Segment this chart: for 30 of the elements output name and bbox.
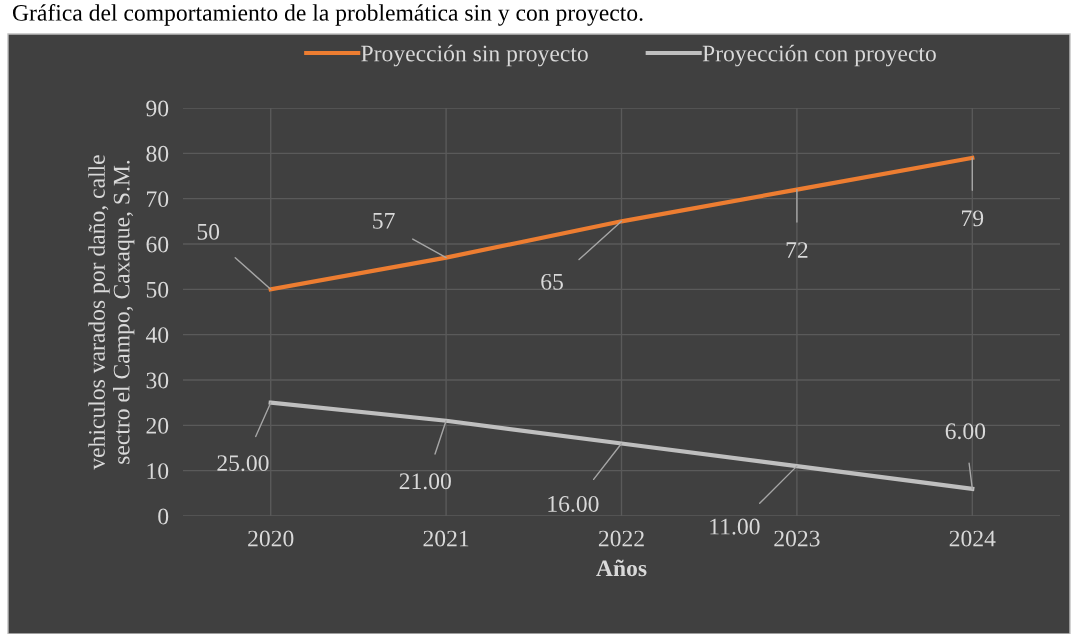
y-tick-label: 80 xyxy=(146,145,169,162)
data-label: 25.00 xyxy=(217,455,269,472)
data-label: 79 xyxy=(962,210,984,227)
y-tick-label: 70 xyxy=(147,191,169,208)
chart-title: Gráfica del comportamiento de la problemática sin y con proyecto. xyxy=(12,4,643,26)
legend-label: Proyección sin proyecto xyxy=(361,44,588,67)
y-tick-label: 90 xyxy=(146,100,169,117)
data-label: 16.00 xyxy=(548,495,599,512)
x-tick-label: 2023 xyxy=(774,530,820,547)
y-tick-label: 60 xyxy=(146,236,169,253)
data-label: 65 xyxy=(541,273,563,290)
y-tick-label: 0 xyxy=(158,508,169,525)
x-tick-label: 2022 xyxy=(598,530,644,547)
y-axis-title: vehiculos varados por daño, calle sectro el Campo, Caxaque, S.M. xyxy=(88,155,135,470)
x-tick-label: 2024 xyxy=(949,530,996,547)
y-tick-label: 40 xyxy=(145,327,169,344)
data-label: 11.00 xyxy=(710,518,760,535)
y-tick-label: 30 xyxy=(146,372,169,389)
x-axis-title: Años xyxy=(596,559,647,577)
data-label: 72 xyxy=(786,242,808,258)
data-label: 57 xyxy=(373,213,395,229)
y-tick-label: 10 xyxy=(147,463,169,480)
data-label: 21.00 xyxy=(399,473,451,490)
legend-label: Proyección con proyecto xyxy=(702,44,936,67)
data-label: 6.00 xyxy=(945,423,986,440)
data-label: 50 xyxy=(197,223,220,240)
x-tick-label: 2021 xyxy=(423,530,469,547)
y-tick-label: 20 xyxy=(146,417,169,434)
y-tick-label: 50 xyxy=(146,281,169,298)
x-tick-label: 2020 xyxy=(248,530,294,547)
